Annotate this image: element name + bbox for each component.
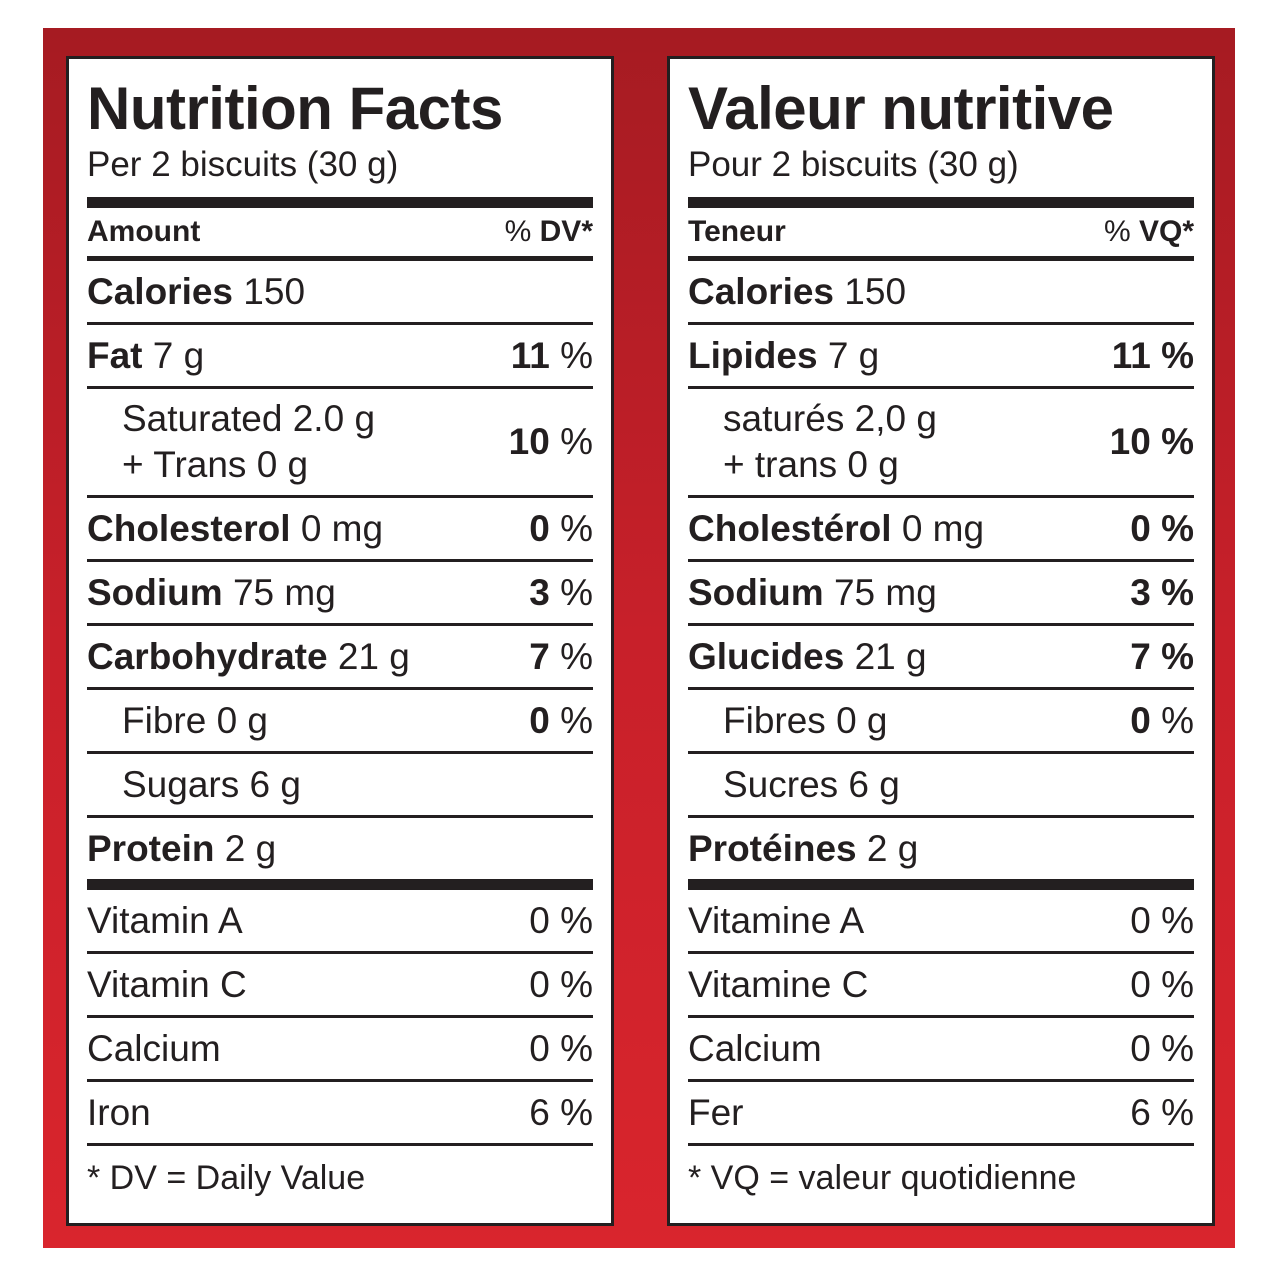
row-sodium: Sodium 75 mg 3 % xyxy=(87,562,593,626)
row-fibre: Fibre 0 g 0 % xyxy=(87,690,593,754)
panel-title: Nutrition Facts xyxy=(87,75,503,142)
amount-label: Amount xyxy=(87,215,201,248)
row-carbohydrate: Carbohydrate 21 g 7 % xyxy=(87,626,593,690)
row-vitamin-a: Vitamine A 0 % xyxy=(688,890,1194,954)
row-carbohydrate: Glucides 21 g 7 % xyxy=(688,626,1194,690)
medium-divider xyxy=(688,256,1194,261)
nutrition-facts-panel-en: Nutrition Facts Per 2 biscuits (30 g) Am… xyxy=(66,56,614,1226)
panel-title: Valeur nutritive xyxy=(688,75,1114,142)
row-calories: Calories 150 xyxy=(87,261,593,325)
row-protein: Protéines 2 g xyxy=(688,827,919,869)
thick-divider xyxy=(688,197,1194,208)
serving-size: Per 2 biscuits (30 g) xyxy=(87,145,399,184)
row-saturated-trans: Saturated 2.0 g + Trans 0 g 10 % xyxy=(87,389,593,498)
row-iron: Fer 6 % xyxy=(688,1082,1194,1146)
row-sugars: Sugars 6 g xyxy=(87,754,593,818)
column-header: Amount % DV* xyxy=(87,208,593,256)
row-cholesterol: Cholestérol 0 mg 0 % xyxy=(688,498,1194,562)
column-header: Teneur % VQ* xyxy=(688,208,1194,256)
row-fat: Fat 7 g 11 % xyxy=(87,325,593,389)
thick-divider xyxy=(87,879,593,890)
dv-header: % DV* xyxy=(504,215,593,248)
medium-divider xyxy=(87,256,593,261)
row-vitamin-c: Vitamine C 0 % xyxy=(688,954,1194,1018)
nutrition-facts-panel-fr: Valeur nutritive Pour 2 biscuits (30 g) … xyxy=(667,56,1215,1226)
row-calcium: Calcium 0 % xyxy=(688,1018,1194,1082)
row-calories: Calories 150 xyxy=(688,261,1194,325)
row-fat: Lipides 7 g 11 % xyxy=(688,325,1194,389)
row-saturated-trans: saturés 2,0 g + trans 0 g 10 % xyxy=(688,389,1194,498)
serving-size: Pour 2 biscuits (30 g) xyxy=(688,145,1019,184)
row-vitamin-c: Vitamin C 0 % xyxy=(87,954,593,1018)
footnote: * DV = Daily Value xyxy=(87,1158,366,1197)
row-sodium: Sodium 75 mg 3 % xyxy=(688,562,1194,626)
row-cholesterol: Cholesterol 0 mg 0 % xyxy=(87,498,593,562)
thick-divider xyxy=(688,879,1194,890)
thick-divider xyxy=(87,197,593,208)
row-sugars: Sucres 6 g xyxy=(688,754,1194,818)
row-protein: Protein 2 g xyxy=(87,827,277,869)
footnote: * VQ = valeur quotidienne xyxy=(688,1158,1077,1197)
row-vitamin-a: Vitamin A 0 % xyxy=(87,890,593,954)
amount-label: Teneur xyxy=(688,215,786,248)
row-iron: Iron 6 % xyxy=(87,1082,593,1146)
row-calcium: Calcium 0 % xyxy=(87,1018,593,1082)
row-fibre: Fibres 0 g 0 % xyxy=(688,690,1194,754)
dv-header: % VQ* xyxy=(1103,215,1194,248)
